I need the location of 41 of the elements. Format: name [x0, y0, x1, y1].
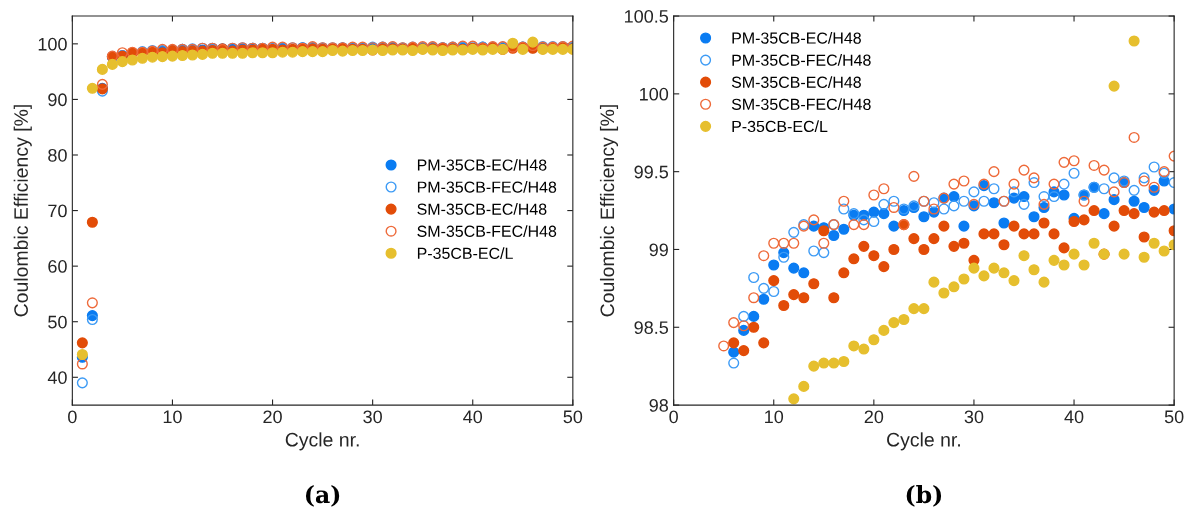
x-tick-label: 40 — [463, 410, 483, 424]
legend-label: PM-35CB-EC/H48 — [732, 32, 861, 44]
x-tick-label: 0 — [68, 410, 77, 424]
x-tick-label: 40 — [1064, 410, 1084, 424]
y-axis-title: Coulombic Efficiency [%] — [13, 105, 32, 317]
text: (b) — [906, 485, 942, 507]
y-tick-label: 50 — [48, 315, 67, 329]
legend-label: SM-35CB-EC/H48 — [731, 76, 861, 88]
y-tick-label: 100 — [38, 37, 67, 51]
legend-label: SM-35CB-FEC/H48 — [417, 225, 557, 237]
y-tick-label: 100.5 — [624, 9, 669, 23]
legend-label: SM-35CB-EC/H48 — [417, 203, 547, 215]
x-tick-label: 50 — [1164, 410, 1184, 424]
y-tick-label: 99.5 — [634, 165, 669, 179]
legend-label: P-35CB-EC/L — [417, 247, 513, 260]
x-tick-label: 50 — [563, 410, 583, 424]
y-tick-label: 60 — [48, 260, 67, 273]
y-tick-label: 90 — [48, 93, 67, 107]
x-tick-label: 10 — [163, 410, 182, 424]
legend-label: SM-35CB-FEC/H48 — [731, 98, 871, 110]
legend-label: PM-35CB-EC/H48 — [417, 158, 547, 171]
x-tick-label: 0 — [669, 410, 678, 424]
x-tick-label: 20 — [263, 410, 282, 424]
legend-label: PM-35CB-FEC/H48 — [732, 54, 871, 66]
legend-label: PM-35CB-FEC/H48 — [417, 181, 557, 193]
x-tick-label: 10 — [765, 410, 784, 424]
x-tick-label: 30 — [363, 410, 382, 424]
y-tick-label: 70 — [48, 204, 67, 218]
y-tick-label: 100 — [640, 87, 669, 101]
y-axis-title: Coulombic Efficiency [%] — [599, 105, 619, 317]
text: (a) — [306, 485, 340, 507]
x-tick-label: 30 — [964, 410, 984, 424]
legend-label: P-35CB-EC/L — [732, 120, 828, 133]
x-axis-title: Cycle nr. — [285, 432, 359, 451]
x-axis-title: Cycle nr. — [887, 432, 960, 451]
y-tick-label: 80 — [48, 148, 67, 162]
x-tick-label: 20 — [864, 410, 884, 424]
y-tick-label: 98.5 — [634, 321, 669, 334]
y-tick-label: 98 — [649, 399, 668, 412]
y-tick-label: 99 — [649, 243, 668, 257]
y-tick-label: 40 — [47, 371, 67, 385]
